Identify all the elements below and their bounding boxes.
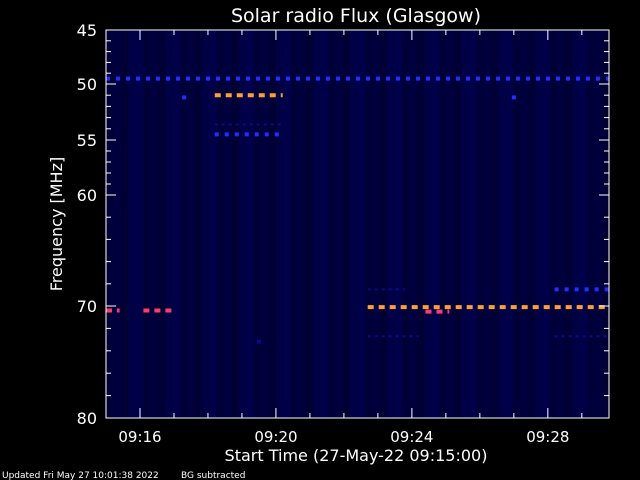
background-column [364, 30, 373, 418]
background-column [194, 30, 203, 418]
background-column [468, 30, 477, 418]
background-column [557, 30, 566, 418]
background-column [172, 30, 181, 418]
background-column [150, 30, 159, 418]
background-column [453, 30, 462, 418]
background-column [438, 30, 447, 418]
background-column [261, 30, 270, 418]
background-column [224, 30, 233, 418]
background-column [313, 30, 322, 418]
background-column [106, 30, 114, 418]
background-column [357, 30, 366, 418]
background-column [298, 30, 307, 418]
x-tick-label: 09:16 [118, 428, 161, 446]
background-column [579, 30, 588, 418]
background-column [268, 30, 277, 418]
background-column [572, 30, 580, 418]
background-column [290, 30, 299, 418]
background-column [542, 30, 551, 418]
background-column [209, 30, 218, 418]
background-column [327, 30, 336, 418]
background-column [128, 30, 137, 418]
x-tick-label: 09:28 [526, 428, 569, 446]
background-column [120, 30, 129, 418]
background-column [520, 30, 529, 418]
background-column [490, 30, 499, 418]
background-column [335, 30, 344, 418]
background-column [416, 30, 425, 418]
x-axis: 09:16 09:20 09:24 09:28 [105, 30, 583, 446]
background-column [446, 30, 455, 418]
background-column [165, 30, 174, 418]
background-column [379, 30, 388, 418]
background-column [142, 30, 151, 418]
background-column [475, 30, 484, 418]
background-column [276, 30, 285, 418]
x-tick-label: 09:20 [254, 428, 297, 446]
background-column [246, 30, 255, 418]
y-tick-label: 80 [77, 409, 97, 428]
background-column [431, 30, 440, 418]
background-column [387, 30, 395, 418]
background-column [424, 30, 432, 418]
background-column [216, 30, 225, 418]
background-column [512, 30, 521, 418]
background-column [305, 30, 314, 418]
background-column [527, 30, 536, 418]
background-column [401, 30, 410, 418]
y-tick-label: 45 [77, 21, 97, 40]
updated-timestamp: Updated Fri May 27 10:01:38 2022 [2, 471, 159, 480]
background-column [350, 30, 358, 418]
background-column [179, 30, 188, 418]
data-point [511, 95, 516, 100]
y-tick-label: 60 [77, 186, 97, 205]
bg-subtracted-note: BG subtracted [181, 471, 245, 480]
background-column [231, 30, 240, 418]
data-point [256, 339, 261, 344]
background-column [594, 30, 603, 418]
plot-frame [105, 29, 610, 419]
background-column [505, 30, 514, 418]
background-column [113, 30, 122, 418]
chart-title: Solar radio Flux (Glasgow) [231, 5, 481, 27]
background-column [202, 30, 211, 418]
background-column [253, 30, 262, 418]
background-column [483, 30, 492, 418]
y-tick-label: 70 [77, 297, 97, 316]
background-column [394, 30, 403, 418]
background-column [135, 30, 144, 418]
background-column [535, 30, 543, 418]
background-column [187, 30, 196, 418]
background-column [157, 30, 166, 418]
background-column [586, 30, 595, 418]
plot-area [106, 30, 610, 418]
y-tick-label: 55 [77, 131, 97, 150]
background-column [601, 30, 610, 418]
background-column [498, 30, 506, 418]
x-tick-label: 09:24 [390, 428, 433, 446]
background-column [342, 30, 351, 418]
y-tick-label: 50 [77, 75, 97, 94]
background-column [409, 30, 418, 418]
data-point [182, 95, 187, 100]
background-column [461, 30, 469, 418]
background-column [372, 30, 381, 418]
background-column [239, 30, 248, 418]
x-axis-label: Start Time (27-May-22 09:15:00) [225, 446, 488, 465]
y-axis-label: Frequency [MHz] [47, 157, 66, 291]
background-column [320, 30, 329, 418]
background-column [564, 30, 573, 418]
background-column [283, 30, 292, 418]
data-marks [106, 76, 609, 344]
y-axis: 45 50 55 60 70 80 [77, 21, 609, 428]
background-column [549, 30, 558, 418]
